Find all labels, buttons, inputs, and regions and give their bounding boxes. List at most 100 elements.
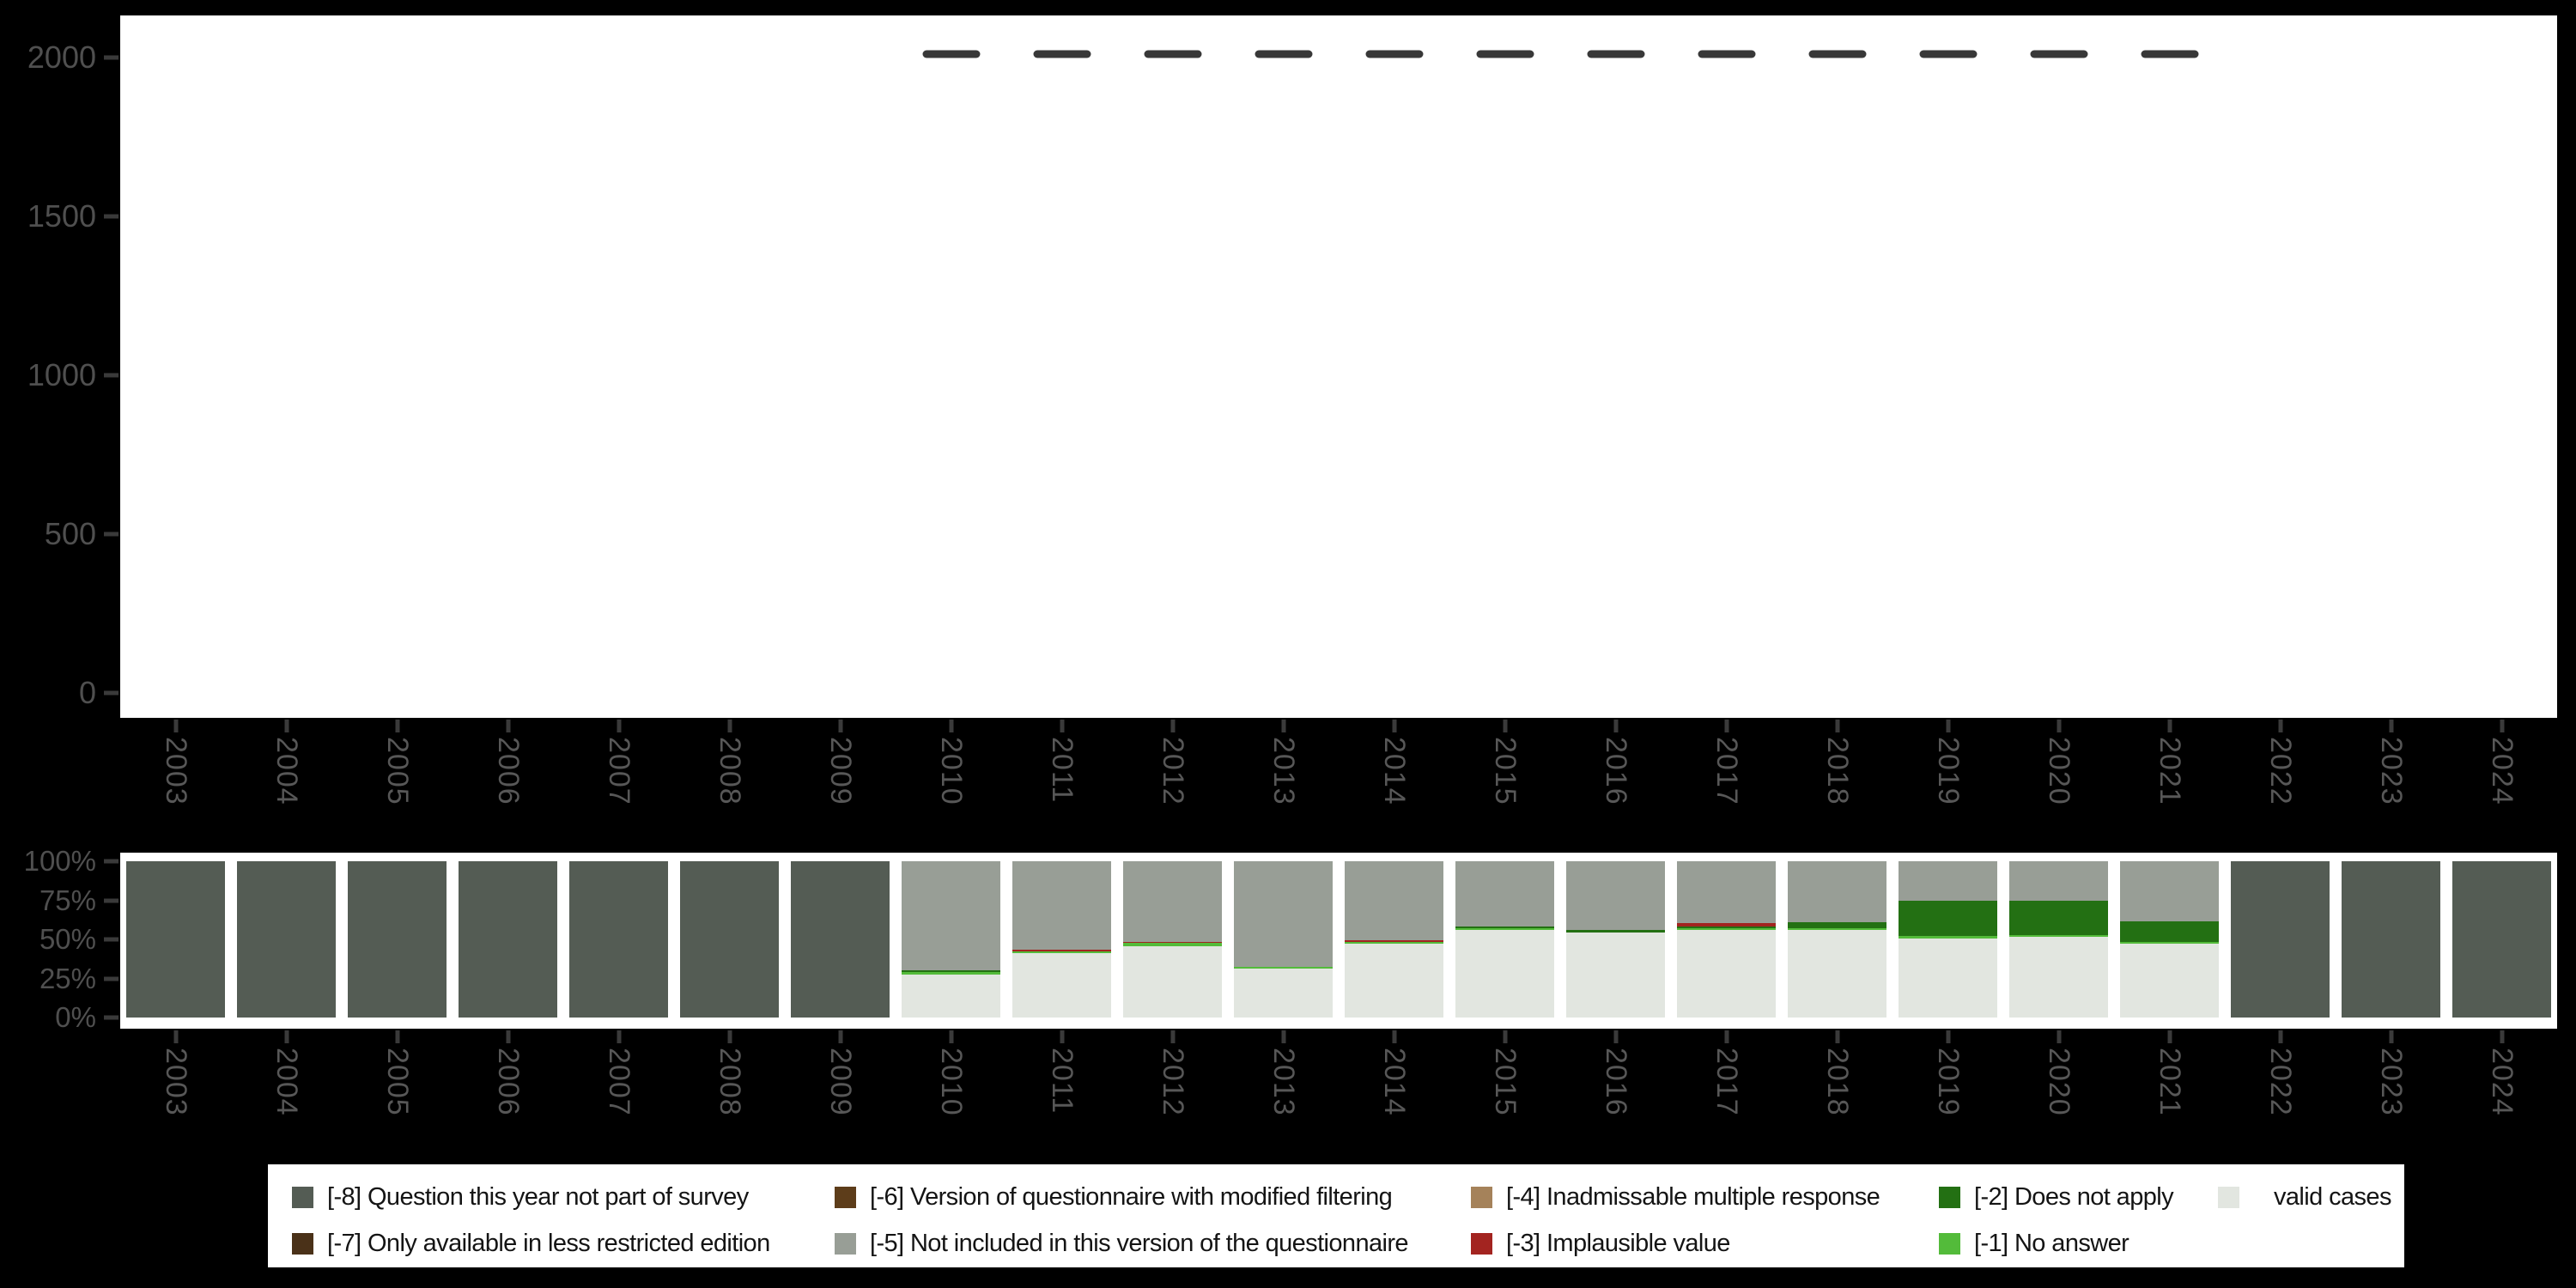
legend-item--2: [-2] Does not apply [1939,1183,2174,1212]
bar-segment--8 [459,861,557,1018]
n-cases-dash [922,50,980,58]
percent-x-axis-year-label: 2008 [714,1048,746,1116]
legend-item--8: [-8] Question this year not part of surv… [292,1183,749,1212]
bar-segment--2 [1677,926,1776,929]
y-axis-tick-mark [104,690,118,696]
x-axis-tick-mark [617,720,621,732]
bar-segment--3 [1677,923,1776,927]
bar-segment--1 [1345,941,1443,944]
x-axis-tick-mark [1503,720,1507,732]
y-axis-tick-label: 2000 [27,39,96,75]
percent-x-axis-year-label: 2003 [160,1048,192,1116]
x-axis-year-label: 2018 [1821,737,1854,805]
percent-x-axis-tick-mark [1946,1030,1950,1043]
legend-item--3: [-3] Implausible value [1471,1230,1730,1258]
percent-x-axis-tick-mark [506,1030,510,1043]
percent-x-axis-tick-mark [2057,1030,2061,1043]
x-axis-year-label: 2007 [603,737,635,805]
percent-x-axis-tick-mark [1060,1030,1064,1043]
bar-segment-valid [1012,953,1111,1018]
x-axis-tick-mark [2389,720,2393,732]
bar-segment--1 [2009,935,2108,937]
bar-segment--1 [1123,943,1222,946]
percent-axis-tick-mark [104,859,118,864]
percent-x-axis-year-label: 2004 [270,1048,303,1116]
legend-label--6: [-6] Version of questionnaire with modif… [870,1183,1393,1211]
bar-segment--1 [1234,966,1333,969]
percent-x-axis-year-label: 2011 [1046,1048,1078,1115]
n-cases-dash [1144,50,1201,58]
percent-x-axis-tick-mark [2278,1030,2282,1043]
bar-segment--2 [2009,901,2108,936]
percent-axis-tick-label: 100% [23,845,96,877]
legend-swatch--1 [1939,1233,1960,1255]
bar-segment-valid [902,974,1000,1018]
bar-segment--1 [1012,951,1111,954]
n-cases-dash [1698,50,1755,58]
y-axis-tick-label: 500 [44,516,96,551]
legend-label--7: [-7] Only available in less restricted e… [327,1230,770,1257]
x-axis-year-label: 2003 [160,737,192,805]
y-axis-tick-label: 1500 [27,198,96,234]
x-axis-year-label: 2006 [492,737,525,805]
bar-segment--5 [2009,861,2108,902]
legend-swatch-valid [2218,1187,2239,1208]
percent-x-axis-year-label: 2012 [1157,1048,1189,1116]
x-axis-year-label: 2009 [824,737,857,805]
bar-segment--5 [1455,861,1554,927]
x-axis-tick-mark [2057,720,2061,732]
legend-swatch--4 [1471,1187,1492,1208]
bar-segment-valid [1788,930,1886,1018]
percent-x-axis-tick-mark [284,1030,289,1043]
percent-x-axis-tick-mark [1170,1030,1175,1043]
x-axis-year-label: 2019 [1932,737,1965,805]
percent-axis-tick-mark [104,937,118,942]
x-axis-year-label: 2017 [1710,737,1743,805]
legend-label--8: [-8] Question this year not part of surv… [327,1183,749,1211]
x-axis-tick-mark [1060,720,1064,732]
bar-segment--8 [348,861,447,1018]
x-axis-tick-mark [1835,720,1839,732]
bar-segment--5 [2120,861,2219,921]
bar-segment--1 [1455,928,1554,931]
x-axis-year-label: 2010 [935,737,968,805]
bar-segment--5 [1345,861,1443,941]
percent-x-axis-tick-mark [173,1030,178,1043]
bar-segment--1 [1899,935,1997,939]
bar-segment--3 [1123,941,1222,944]
bar-segment--8 [2231,861,2330,1018]
percent-x-axis-tick-mark [2500,1030,2504,1043]
bar-segment--3 [1012,950,1111,952]
percent-x-axis-year-label: 2018 [1821,1048,1854,1116]
percent-x-axis-tick-mark [2167,1030,2172,1043]
bar-segment--2 [1455,927,1554,929]
x-axis-tick-mark [949,720,953,732]
x-axis-tick-mark [1613,720,1618,732]
percent-x-axis-year-label: 2013 [1267,1048,1300,1116]
percent-axis-tick-label: 50% [39,923,96,955]
n-cases-dash [1255,50,1312,58]
x-axis-tick-mark [1724,720,1728,732]
percent-x-axis-year-label: 2014 [1378,1048,1411,1116]
x-axis-tick-mark [1392,720,1396,732]
x-axis-year-label: 2008 [714,737,746,805]
percent-x-axis-year-label: 2022 [2264,1048,2297,1116]
n-cases-dash [2030,50,2087,58]
bar-segment--5 [1123,861,1222,942]
legend-label--1: [-1] No answer [1974,1230,2129,1257]
x-axis-year-label: 2024 [2486,737,2518,805]
bar-segment--8 [2342,861,2440,1018]
bar-segment--2 [1899,901,1997,936]
x-axis-year-label: 2004 [270,737,303,805]
percent-x-axis-year-label: 2006 [492,1048,525,1116]
x-axis-year-label: 2020 [2043,737,2075,805]
legend-item--6: [-6] Version of questionnaire with modif… [835,1183,1393,1212]
bar-segment--8 [569,861,668,1018]
percent-x-axis-tick-mark [1503,1030,1507,1043]
x-axis-tick-mark [284,720,289,732]
percent-x-axis-year-label: 2024 [2486,1048,2518,1116]
y-axis-tick-mark [104,55,118,60]
x-axis-year-label: 2005 [381,737,414,805]
legend-label-valid: valid cases [2274,1183,2391,1211]
percent-x-axis-year-label: 2020 [2043,1048,2075,1116]
